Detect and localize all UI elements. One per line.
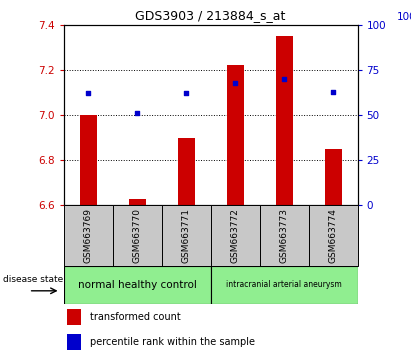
Point (183, 91, 189, 96)
FancyBboxPatch shape (162, 205, 211, 266)
Text: GSM663773: GSM663773 (279, 208, 289, 263)
Point (85, 91, 92, 96)
Bar (178, 138, 195, 205)
FancyBboxPatch shape (64, 205, 113, 266)
Text: 100%: 100% (397, 12, 411, 22)
Text: GSM663769: GSM663769 (84, 208, 93, 263)
Title: GDS3903 / 213884_s_at: GDS3903 / 213884_s_at (136, 9, 286, 22)
Text: GSM663772: GSM663772 (231, 208, 240, 263)
Text: transformed count: transformed count (90, 312, 181, 322)
Text: GSM663771: GSM663771 (182, 208, 191, 263)
Text: percentile rank within the sample: percentile rank within the sample (90, 337, 255, 347)
FancyBboxPatch shape (260, 205, 309, 266)
Bar (67, 309, 81, 325)
Point (232, 80, 238, 85)
Point (281, 76, 287, 82)
FancyBboxPatch shape (113, 205, 162, 266)
Text: GSM663770: GSM663770 (133, 208, 142, 263)
Bar (129, 199, 146, 205)
Point (330, 89, 336, 95)
Bar (80, 115, 97, 205)
Text: intracranial arterial aneurysm: intracranial arterial aneurysm (226, 280, 342, 290)
Bar (325, 149, 342, 205)
Text: GSM663774: GSM663774 (328, 208, 337, 263)
Bar (67, 334, 81, 350)
Point (134, 110, 141, 116)
FancyBboxPatch shape (211, 266, 358, 304)
FancyBboxPatch shape (64, 266, 211, 304)
Bar (275, 36, 293, 205)
FancyBboxPatch shape (309, 205, 358, 266)
Text: disease state: disease state (3, 275, 63, 284)
FancyBboxPatch shape (211, 205, 260, 266)
Bar (226, 65, 244, 205)
Text: normal healthy control: normal healthy control (78, 280, 196, 290)
